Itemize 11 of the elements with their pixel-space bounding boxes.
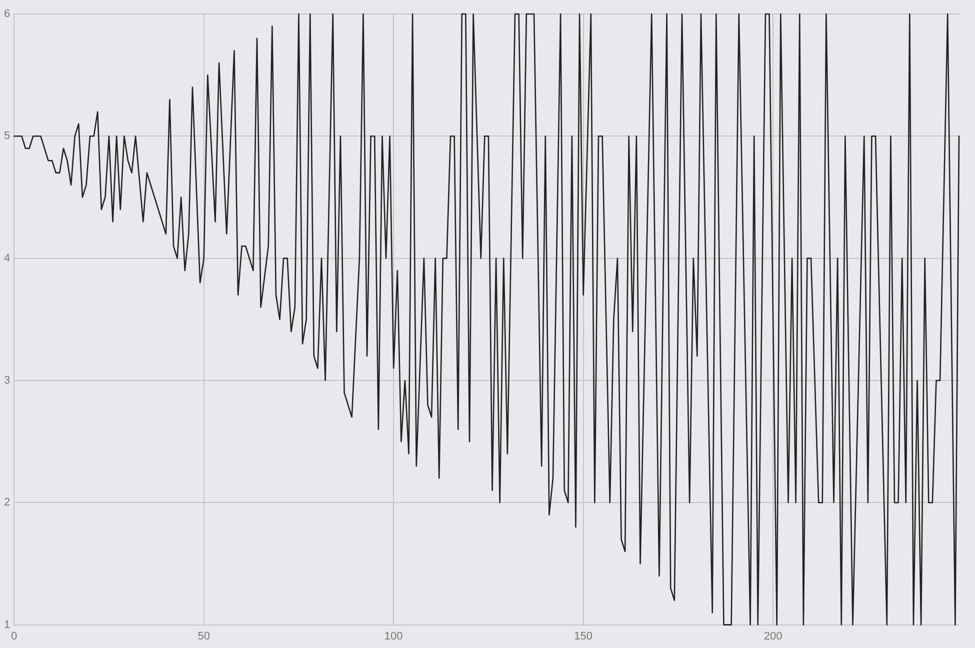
y-tick-label: 6 (4, 8, 10, 20)
y-tick-label: 1 (4, 618, 10, 631)
y-tick-label: 2 (4, 496, 10, 509)
y-tick-label: 5 (4, 130, 10, 142)
x-tick-label: 150 (574, 630, 593, 642)
y-tick-label: 4 (4, 252, 10, 264)
y-tick-label: 3 (4, 374, 10, 387)
x-tick-label: 0 (11, 630, 18, 642)
x-tick-label: 100 (384, 630, 403, 642)
x-tick-label: 50 (198, 630, 210, 642)
x-tick-label: 200 (764, 630, 782, 642)
